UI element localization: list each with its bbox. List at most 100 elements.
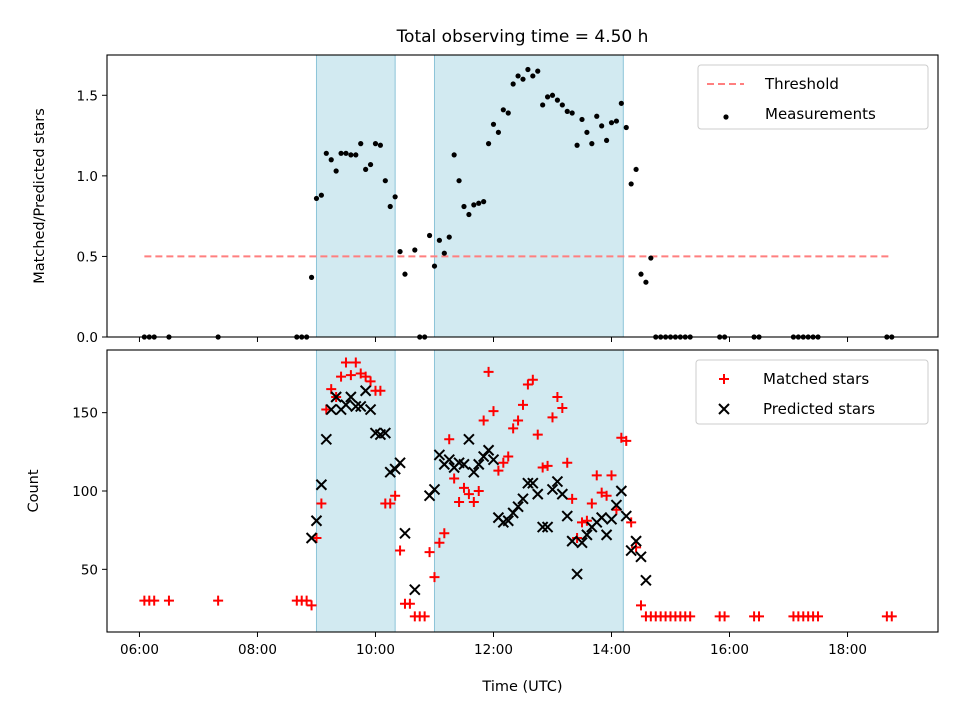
matched-stars-point xyxy=(636,600,647,611)
predicted-stars-point xyxy=(463,433,475,446)
measurement-point xyxy=(397,248,403,255)
matched-stars-point xyxy=(522,379,533,390)
matched-stars-point xyxy=(606,470,617,481)
measurement-point xyxy=(633,166,639,173)
predicted-stars-point xyxy=(566,535,578,547)
measurement-point xyxy=(594,113,600,119)
y-tick-label: 0.5 xyxy=(77,249,98,265)
predicted-stars-point xyxy=(399,527,411,540)
measurement-point xyxy=(367,161,374,168)
measurement-point xyxy=(333,168,339,174)
predicted-stars-point xyxy=(512,500,524,513)
x-tick-label: 18:00 xyxy=(828,642,867,658)
predicted-stars-point xyxy=(581,529,593,541)
predicted-stars-point xyxy=(468,466,480,478)
matched-stars-point xyxy=(719,611,730,622)
y-tick-label: 100 xyxy=(72,484,98,500)
predicted-stars-point xyxy=(605,513,618,525)
predicted-stars-point xyxy=(630,535,642,547)
matched-stars-point xyxy=(395,545,406,556)
measurement-point xyxy=(505,110,511,116)
matched-stars-point xyxy=(316,498,327,509)
matched-stars-point xyxy=(557,402,568,413)
matched-stars-point xyxy=(365,376,376,387)
matched-stars-point xyxy=(306,600,317,611)
top-panel: 0.0 0.5 1.0 1.5 Matched/Predicted stars Total… xyxy=(32,27,939,346)
measurement-point xyxy=(638,271,644,277)
measurement-point xyxy=(599,123,605,129)
matched-stars-point xyxy=(886,611,897,622)
y-tick-label: 0.0 xyxy=(77,330,98,346)
predicted-stars-point xyxy=(610,499,623,511)
predicted-stars-point xyxy=(482,444,495,456)
measurement-point xyxy=(412,247,418,253)
measurement-point xyxy=(348,152,354,158)
predicted-stars-point xyxy=(394,457,406,469)
measurement-point xyxy=(554,97,561,103)
legend: Threshold Measurements xyxy=(697,64,929,130)
matched-stars-point xyxy=(390,490,401,501)
predicted-stars-point xyxy=(443,453,455,466)
matched-stars-point xyxy=(562,457,573,468)
measurement-point xyxy=(308,274,315,280)
matched-stars-point xyxy=(754,611,765,622)
legend-label: Predicted stars xyxy=(763,400,875,418)
measurement-point xyxy=(461,203,467,210)
x-tick-label: 10:00 xyxy=(356,642,395,658)
predicted-stars-point xyxy=(330,391,342,403)
matched-stars-point xyxy=(419,611,430,622)
measurement-point xyxy=(318,192,324,198)
matched-stars-point xyxy=(444,434,455,445)
matched-stars-point xyxy=(336,371,347,382)
measurement-point xyxy=(328,157,334,163)
legend: Matched stars Predicted stars xyxy=(695,359,929,425)
measurement-point xyxy=(441,250,447,256)
measurement-point xyxy=(618,100,624,106)
x-axis-label: Time (UTC) xyxy=(481,679,562,695)
matched-stars-point xyxy=(621,435,632,446)
predicted-stars-point xyxy=(625,544,637,557)
y-tick-label: 50 xyxy=(81,562,98,578)
predicted-stars-point xyxy=(458,458,470,471)
predicted-stars-point xyxy=(517,493,529,505)
measurement-point xyxy=(481,199,487,205)
measurement-point xyxy=(525,66,531,73)
matched-stars-point xyxy=(503,451,514,462)
observing-interval-1 xyxy=(315,349,396,633)
measurement-point xyxy=(313,195,320,202)
predicted-stars-point xyxy=(305,532,318,544)
matched-stars-point xyxy=(404,598,415,609)
measurement-point xyxy=(608,120,615,126)
y-tick-label: 1.0 xyxy=(77,169,98,185)
measurement-point xyxy=(466,211,472,218)
chart-title: Total observing time = 4.50 h xyxy=(396,27,649,47)
predicted-stars-point xyxy=(345,391,357,403)
measurement-point xyxy=(358,141,364,147)
matched-stars-point xyxy=(581,515,592,526)
predicted-stars-point xyxy=(527,477,539,489)
measurement-point xyxy=(584,129,590,135)
predicted-stars-point xyxy=(546,483,559,496)
measurement-point xyxy=(549,92,556,98)
measurement-point xyxy=(623,124,629,131)
measurement-point xyxy=(510,81,516,87)
series-predicted-stars xyxy=(305,385,652,596)
measurement-point xyxy=(520,76,526,82)
matched-stars-point xyxy=(542,460,553,471)
y-axis-label: Matched/Predicted stars xyxy=(32,108,48,284)
matched-stars-point xyxy=(301,595,312,606)
measurement-point xyxy=(564,108,570,114)
matched-stars-point xyxy=(454,496,465,507)
measurement-point xyxy=(456,178,462,184)
measurement-point xyxy=(471,202,477,208)
predicted-stars-point xyxy=(595,511,608,524)
measurement-point xyxy=(495,129,502,135)
legend-box xyxy=(697,64,929,130)
matched-stars-point xyxy=(513,415,524,426)
measurement-point xyxy=(648,255,654,261)
measurement-point xyxy=(490,121,497,127)
predicted-stars-point xyxy=(428,483,441,496)
observing-interval-1 xyxy=(315,54,396,338)
matched-stars-point xyxy=(350,357,361,368)
